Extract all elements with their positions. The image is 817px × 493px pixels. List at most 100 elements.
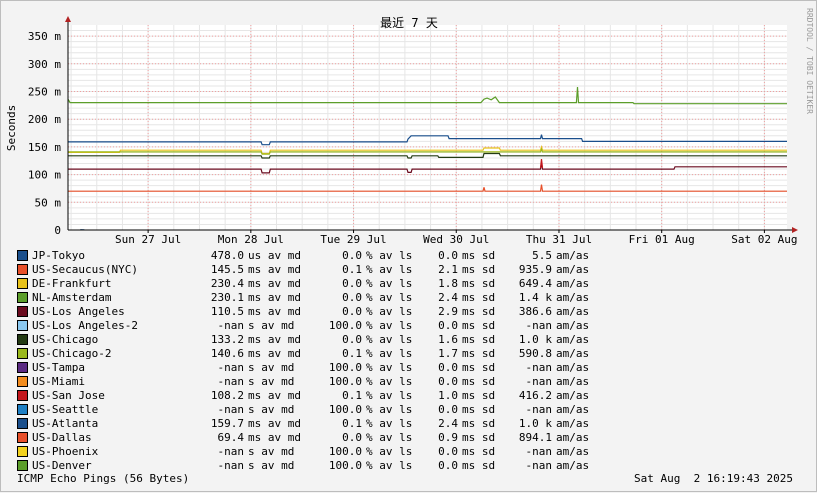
legend-amas-unit: am/as (552, 263, 606, 276)
legend-loss-unit: % av ls (362, 277, 424, 290)
legend-sd-value: 2.4 (424, 291, 458, 304)
legend-host-name: DE-Frankfurt (32, 277, 172, 290)
legend-loss-unit: % av ls (362, 249, 424, 262)
y-axis-label: Seconds (5, 105, 18, 151)
legend-host-name: NL-Amsterdam (32, 291, 172, 304)
legend-avg-unit: s av md (244, 319, 314, 332)
legend-host-name: US-Chicago-2 (32, 347, 172, 360)
legend-sd-value: 0.0 (424, 361, 458, 374)
legend-loss-unit: % av ls (362, 333, 424, 346)
footer-caption: ICMP Echo Pings (56 Bytes) (17, 472, 189, 485)
legend-sd-value: 0.0 (424, 403, 458, 416)
x-tick-label: Wed 30 Jul (423, 233, 489, 246)
legend-swatch (17, 418, 28, 429)
legend-avg-unit: ms av md (244, 389, 314, 402)
legend-amas-value: 894.1 (514, 431, 552, 444)
legend-swatch (17, 292, 28, 303)
legend-amas-value: 590.8 (514, 347, 552, 360)
legend-sd-unit: ms sd (458, 319, 514, 332)
legend-loss-unit: % av ls (362, 403, 424, 416)
legend-swatch (17, 348, 28, 359)
legend-avg-unit: ms av md (244, 277, 314, 290)
legend-loss-unit: % av ls (362, 347, 424, 360)
legend-avg-value: 230.4 (172, 277, 244, 290)
legend-loss-unit: % av ls (362, 417, 424, 430)
legend-host-name: US-Atlanta (32, 417, 172, 430)
legend-sd-value: 1.8 (424, 277, 458, 290)
legend-amas-unit: am/as (552, 459, 606, 472)
legend-sd-unit: ms sd (458, 431, 514, 444)
legend-host-name: US-Miami (32, 375, 172, 388)
legend-swatch (17, 306, 28, 317)
legend-loss-value: 100.0 (314, 375, 362, 388)
legend-sd-value: 2.9 (424, 305, 458, 318)
legend-swatch (17, 278, 28, 289)
legend-amas-unit: am/as (552, 417, 606, 430)
legend-amas-value: -nan (514, 403, 552, 416)
x-tick-label: Mon 28 Jul (218, 233, 284, 246)
legend-sd-value: 0.9 (424, 431, 458, 444)
legend-avg-unit: ms av md (244, 263, 314, 276)
legend-sd-value: 2.1 (424, 263, 458, 276)
legend-loss-value: 100.0 (314, 445, 362, 458)
legend-swatch (17, 334, 28, 345)
legend-swatch (17, 320, 28, 331)
legend-host-name: US-Los Angeles-2 (32, 319, 172, 332)
chart-title: 最近 7 天 (380, 16, 438, 30)
legend-loss-value: 100.0 (314, 459, 362, 472)
plot-area (68, 25, 787, 230)
legend-avg-unit: ms av md (244, 333, 314, 346)
legend-swatch (17, 390, 28, 401)
legend-avg-unit: s av md (244, 459, 314, 472)
legend-loss-unit: % av ls (362, 459, 424, 472)
legend-amas-unit: am/as (552, 333, 606, 346)
y-tick-label: 200 m (28, 113, 61, 126)
legend-loss-unit: % av ls (362, 445, 424, 458)
legend-host-name: US-Denver (32, 459, 172, 472)
legend-sd-value: 1.0 (424, 389, 458, 402)
legend-loss-value: 0.1 (314, 347, 362, 360)
legend-swatch (17, 432, 28, 443)
legend-avg-unit: s av md (244, 375, 314, 388)
legend-avg-value: -nan (172, 319, 244, 332)
legend-loss-unit: % av ls (362, 361, 424, 374)
legend-avg-value: 478.0 (172, 249, 244, 262)
legend-amas-unit: am/as (552, 361, 606, 374)
legend-amas-value: -nan (514, 445, 552, 458)
legend-amas-unit: am/as (552, 431, 606, 444)
legend-loss-unit: % av ls (362, 263, 424, 276)
legend-host-name: US-Los Angeles (32, 305, 172, 318)
legend-loss-value: 0.0 (314, 291, 362, 304)
legend-sd-unit: ms sd (458, 249, 514, 262)
legend-amas-value: -nan (514, 319, 552, 332)
legend-swatch (17, 446, 28, 457)
legend-amas-value: -nan (514, 361, 552, 374)
legend-swatch (17, 362, 28, 373)
legend-loss-value: 0.0 (314, 277, 362, 290)
legend-sd-unit: ms sd (458, 347, 514, 360)
legend-amas-value: 416.2 (514, 389, 552, 402)
legend-avg-value: -nan (172, 445, 244, 458)
x-tick-label: Thu 31 Jul (526, 233, 592, 246)
legend-sd-unit: ms sd (458, 445, 514, 458)
legend-amas-value: 649.4 (514, 277, 552, 290)
y-axis-arrow (65, 16, 71, 22)
legend-amas-value: -nan (514, 459, 552, 472)
y-tick-label: 50 m (35, 196, 62, 209)
legend-avg-unit: us av md (244, 249, 314, 262)
legend-amas-value: 1.0 k (514, 417, 552, 430)
legend-avg-value: 110.5 (172, 305, 244, 318)
legend-sd-unit: ms sd (458, 291, 514, 304)
legend-sd-value: 2.4 (424, 417, 458, 430)
legend-sd-unit: ms sd (458, 333, 514, 346)
